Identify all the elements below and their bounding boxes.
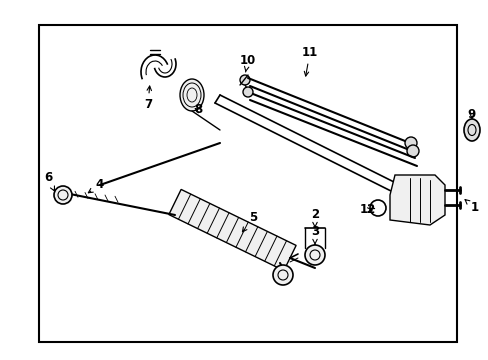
Circle shape	[54, 186, 72, 204]
Text: 5: 5	[242, 211, 257, 232]
Text: 4: 4	[88, 179, 104, 193]
Circle shape	[305, 245, 325, 265]
Circle shape	[406, 145, 418, 157]
Text: 2: 2	[310, 208, 318, 227]
Ellipse shape	[180, 79, 203, 111]
Polygon shape	[389, 175, 444, 225]
Text: 11: 11	[301, 45, 318, 76]
Text: 12: 12	[359, 203, 375, 216]
Text: 8: 8	[193, 104, 202, 117]
Circle shape	[240, 75, 249, 85]
Bar	[39, 25, 456, 342]
Text: 6: 6	[44, 171, 54, 191]
Text: 3: 3	[310, 225, 318, 244]
Circle shape	[243, 87, 252, 97]
Circle shape	[404, 137, 416, 149]
Text: 1: 1	[464, 199, 478, 215]
Circle shape	[272, 265, 292, 285]
Ellipse shape	[463, 119, 479, 141]
Text: 10: 10	[240, 54, 256, 72]
Text: 7: 7	[143, 86, 152, 112]
Polygon shape	[168, 189, 296, 271]
Text: 9: 9	[467, 108, 475, 121]
